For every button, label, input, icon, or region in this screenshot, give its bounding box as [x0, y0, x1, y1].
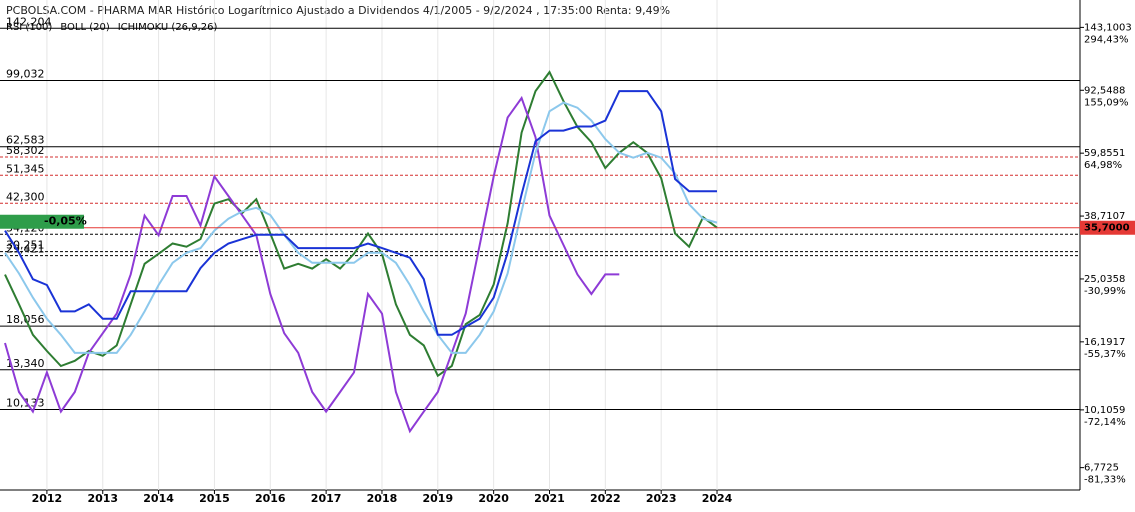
x-tick-label: 2024	[702, 492, 733, 505]
x-tick-label: 2018	[367, 492, 398, 505]
series-line	[4, 95, 620, 434]
y-tick-label: 38,7107	[1084, 211, 1125, 222]
last-price-badge	[1080, 220, 1135, 235]
series-line	[4, 70, 718, 378]
x-tick-label: 2019	[422, 492, 453, 505]
level-label: 62,583	[6, 134, 45, 147]
legend-entry: BOLL (20)	[60, 22, 110, 33]
level-label: 58,302	[6, 144, 45, 157]
level-label: 13,340	[6, 357, 45, 370]
x-tick-label: 2013	[87, 492, 118, 505]
level-label: 99,032	[6, 68, 45, 81]
y-tick-change: -72,14%	[1084, 417, 1126, 428]
level-label: 142,204	[6, 15, 52, 28]
chart-title: PCBOLSA.COM - PHARMA MAR Histórico Logar…	[6, 4, 670, 17]
x-tick-label: 2017	[311, 492, 342, 505]
level-label: 51,345	[6, 162, 45, 175]
y-tick-change: 155,09%	[1084, 97, 1129, 108]
x-tick-label: 2015	[199, 492, 230, 505]
y-tick-label: 16,1917	[1084, 337, 1125, 348]
x-tick-label: 2016	[255, 492, 286, 505]
series-line	[4, 90, 717, 336]
change-badge	[0, 214, 84, 229]
legend-entry: ICHIMOKU (26,9,26)	[118, 22, 218, 33]
level-label: 29,421	[6, 243, 45, 256]
y-tick-label: 6,7725	[1084, 463, 1119, 474]
y-tick-change: -30,99%	[1084, 286, 1126, 297]
y-tick-label: 92,5488	[1084, 85, 1125, 96]
level-label: 42,300	[6, 190, 45, 203]
change-label: -0,05%	[44, 215, 87, 228]
y-tick-change: -81,33%	[1084, 475, 1126, 486]
x-tick-label: 2014	[143, 492, 174, 505]
last-price-label: 35,7000	[1084, 223, 1130, 234]
x-tick-label: 2020	[478, 492, 509, 505]
y-tick-label: 59,8551	[1084, 148, 1125, 159]
level-label: 10,133	[6, 396, 45, 409]
y-tick-label: 10,1059	[1084, 405, 1125, 416]
x-tick-label: 2012	[32, 492, 63, 505]
y-tick-label: 25,0358	[1084, 274, 1125, 285]
y-tick-change: 294,43%	[1084, 34, 1129, 45]
y-tick-change: -55,37%	[1084, 349, 1126, 360]
x-tick-label: 2021	[534, 492, 565, 505]
y-tick-label: 143,1003	[1084, 22, 1132, 33]
x-tick-label: 2022	[590, 492, 621, 505]
y-tick-change: 64,98%	[1084, 160, 1122, 171]
legend-entry: RSI (100)	[6, 22, 52, 33]
x-tick-label: 2023	[646, 492, 677, 505]
series-line	[4, 101, 718, 354]
